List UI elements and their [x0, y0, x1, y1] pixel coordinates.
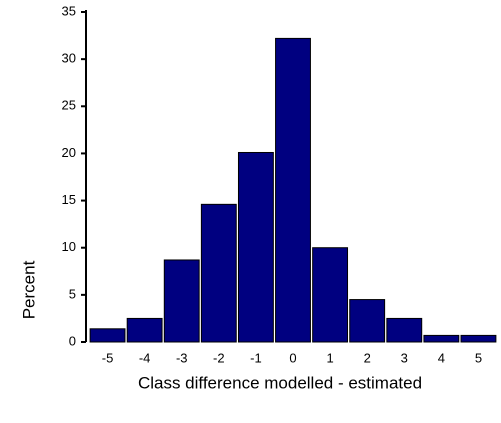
y-tick-label: 0	[69, 333, 76, 348]
y-tick-label: 25	[62, 98, 76, 113]
y-axis-title: Percent	[19, 260, 38, 319]
x-tick-label: 3	[401, 350, 408, 365]
x-tick-label: 0	[289, 350, 296, 365]
x-tick-label: 4	[438, 350, 445, 365]
bar	[312, 247, 349, 343]
bar	[89, 328, 126, 343]
x-tick-label: -3	[176, 350, 188, 365]
bar	[237, 151, 274, 343]
bar	[200, 203, 237, 343]
y-tick-label: 30	[62, 51, 76, 66]
x-axis-title: Class difference modelled - estimated	[138, 373, 422, 392]
x-tick-label: 1	[326, 350, 333, 365]
y-tick-label: 15	[62, 192, 76, 207]
bar	[126, 317, 163, 343]
x-tick-label: 2	[364, 350, 371, 365]
y-tick-label: 5	[69, 286, 76, 301]
bar	[275, 37, 311, 343]
x-tick-label: -2	[213, 350, 225, 365]
x-tick-label: -4	[139, 350, 151, 365]
bar	[349, 299, 386, 343]
bar	[460, 334, 497, 343]
x-tick-label: -5	[102, 350, 114, 365]
x-tick-label: 5	[475, 350, 482, 365]
y-tick-label: 20	[62, 145, 76, 160]
y-tick-label: 35	[62, 3, 76, 18]
y-tick-label: 10	[62, 239, 76, 254]
x-tick-label: -1	[250, 350, 262, 365]
bar	[163, 259, 200, 343]
bar	[386, 317, 423, 343]
bar	[423, 334, 460, 343]
